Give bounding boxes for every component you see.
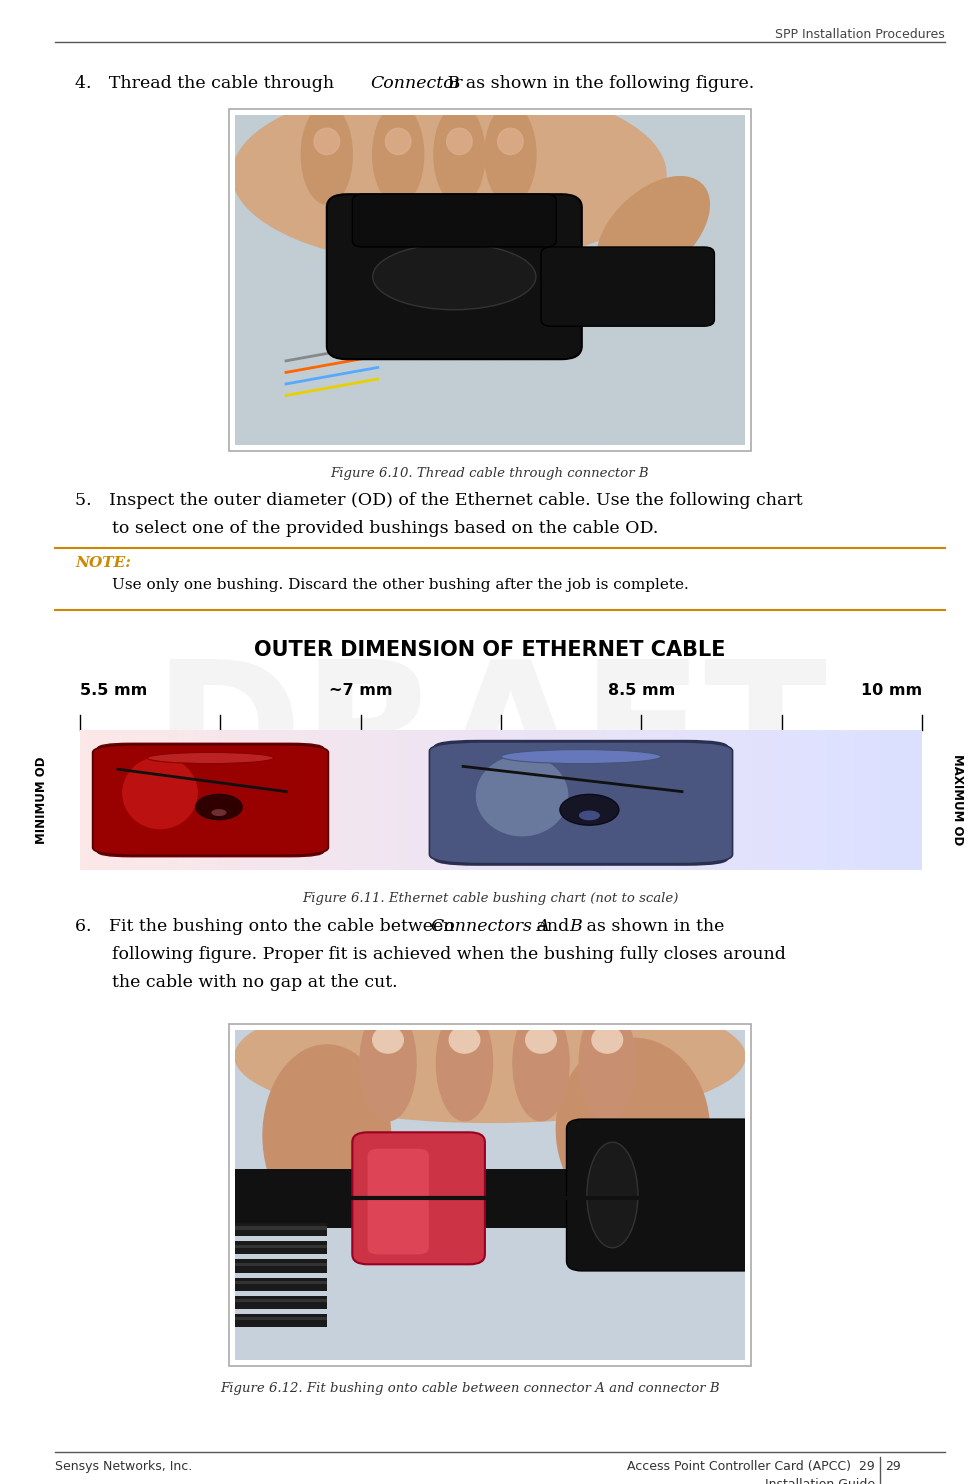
Bar — [235, 1226, 327, 1230]
FancyBboxPatch shape — [433, 741, 728, 865]
Text: 4. Thread the cable through: 4. Thread the cable through — [75, 76, 339, 92]
Ellipse shape — [122, 757, 198, 830]
Ellipse shape — [512, 1005, 568, 1120]
Ellipse shape — [373, 105, 423, 205]
Text: as shown in the: as shown in the — [580, 919, 724, 935]
Ellipse shape — [436, 1005, 492, 1120]
Bar — [235, 1260, 327, 1273]
Ellipse shape — [385, 128, 411, 154]
Ellipse shape — [446, 128, 471, 154]
Text: 6. Fit the bushing onto the cable between: 6. Fit the bushing onto the cable betwee… — [75, 919, 460, 935]
Ellipse shape — [579, 1005, 635, 1120]
FancyBboxPatch shape — [429, 742, 732, 864]
Text: OUTER DIMENSION OF ETHERNET CABLE: OUTER DIMENSION OF ETHERNET CABLE — [254, 640, 725, 660]
Ellipse shape — [559, 794, 618, 825]
Text: 8.5 mm: 8.5 mm — [607, 683, 675, 697]
Bar — [235, 1278, 327, 1291]
Ellipse shape — [433, 105, 484, 205]
Ellipse shape — [497, 128, 522, 154]
Text: Access Point Controller Card (APCC)  29: Access Point Controller Card (APCC) 29 — [627, 1460, 874, 1474]
Ellipse shape — [314, 128, 339, 154]
Text: 10 mm: 10 mm — [860, 683, 921, 697]
Text: the cable with no gap at the cut.: the cable with no gap at the cut. — [111, 974, 397, 991]
Text: SPP Installation Procedures: SPP Installation Procedures — [775, 28, 944, 42]
Bar — [235, 1263, 327, 1266]
Ellipse shape — [196, 794, 242, 819]
Text: Figure 6.12. Fit bushing onto cable between connector A and connector B: Figure 6.12. Fit bushing onto cable betw… — [220, 1382, 719, 1395]
Text: Installation Guide: Installation Guide — [764, 1478, 874, 1484]
FancyBboxPatch shape — [229, 1024, 750, 1365]
FancyBboxPatch shape — [541, 246, 714, 326]
FancyBboxPatch shape — [93, 745, 328, 855]
Ellipse shape — [501, 749, 660, 764]
Ellipse shape — [360, 1005, 416, 1120]
Ellipse shape — [263, 1045, 390, 1226]
Bar — [235, 1296, 327, 1309]
Ellipse shape — [578, 810, 600, 821]
Ellipse shape — [586, 1143, 638, 1248]
Text: following figure. Proper fit is achieved when the bushing fully closes around: following figure. Proper fit is achieved… — [111, 945, 785, 963]
Text: 29: 29 — [884, 1460, 900, 1474]
FancyBboxPatch shape — [352, 194, 556, 246]
Text: to select one of the provided bushings based on the cable OD.: to select one of the provided bushings b… — [111, 519, 657, 537]
Text: MINIMUM OD: MINIMUM OD — [35, 757, 49, 844]
Ellipse shape — [232, 83, 665, 266]
Text: Figure 6.10. Thread cable through connector B: Figure 6.10. Thread cable through connec… — [331, 467, 648, 479]
Text: Connector: Connector — [370, 76, 462, 92]
Ellipse shape — [211, 809, 226, 816]
Ellipse shape — [597, 177, 709, 285]
Ellipse shape — [235, 990, 744, 1122]
Ellipse shape — [373, 1027, 403, 1054]
Ellipse shape — [148, 752, 274, 764]
Ellipse shape — [525, 1027, 556, 1054]
Text: MAXIMUM OD: MAXIMUM OD — [951, 754, 963, 846]
Bar — [235, 1223, 327, 1236]
FancyBboxPatch shape — [97, 742, 324, 858]
Text: Connectors A: Connectors A — [430, 919, 550, 935]
Bar — [235, 1241, 327, 1254]
Ellipse shape — [556, 1039, 709, 1220]
FancyBboxPatch shape — [327, 194, 581, 359]
Text: DRAFT: DRAFT — [153, 654, 826, 830]
FancyBboxPatch shape — [566, 1119, 760, 1270]
Text: B: B — [568, 919, 581, 935]
Ellipse shape — [449, 1027, 479, 1054]
FancyBboxPatch shape — [229, 108, 750, 451]
Text: and: and — [530, 919, 574, 935]
Text: NOTE:: NOTE: — [75, 556, 131, 570]
Ellipse shape — [301, 105, 352, 205]
Ellipse shape — [592, 1027, 622, 1054]
FancyBboxPatch shape — [352, 1132, 484, 1264]
Ellipse shape — [484, 105, 535, 205]
FancyBboxPatch shape — [367, 1149, 428, 1254]
Ellipse shape — [373, 243, 535, 310]
Text: B as shown in the following figure.: B as shown in the following figure. — [441, 76, 753, 92]
Bar — [235, 1281, 327, 1284]
Text: Use only one bushing. Discard the other bushing after the job is complete.: Use only one bushing. Discard the other … — [111, 577, 689, 592]
Ellipse shape — [475, 755, 568, 837]
Bar — [235, 1245, 327, 1248]
Text: Sensys Networks, Inc.: Sensys Networks, Inc. — [55, 1460, 192, 1474]
Bar — [235, 1298, 327, 1303]
Text: 5. Inspect the outer diameter (OD) of the Ethernet cable. Use the following char: 5. Inspect the outer diameter (OD) of th… — [75, 493, 802, 509]
Bar — [235, 1318, 327, 1321]
Bar — [235, 1168, 744, 1227]
Text: Figure 6.11. Ethernet cable bushing chart (not to scale): Figure 6.11. Ethernet cable bushing char… — [301, 892, 678, 905]
Bar — [235, 1313, 327, 1327]
Text: 5.5 mm: 5.5 mm — [80, 683, 147, 697]
Text: ~7 mm: ~7 mm — [329, 683, 392, 697]
